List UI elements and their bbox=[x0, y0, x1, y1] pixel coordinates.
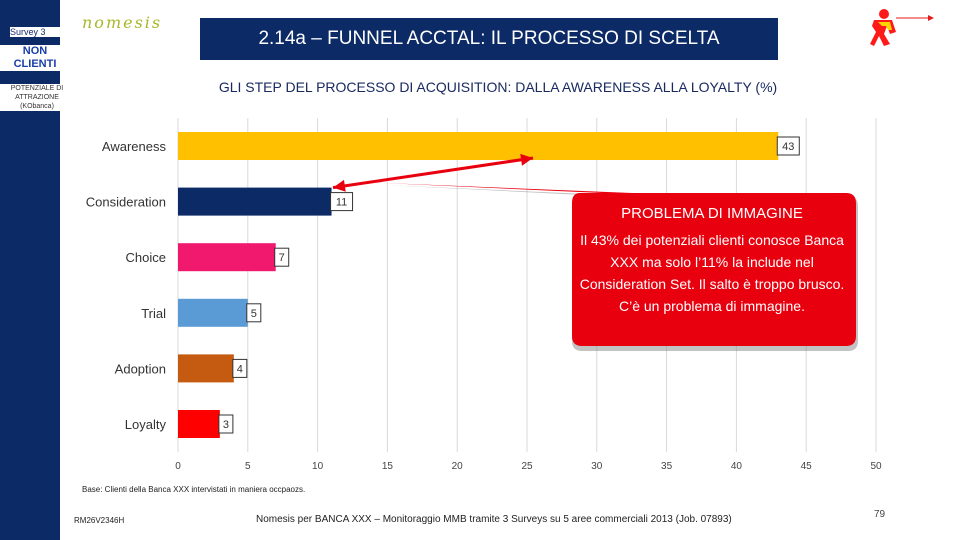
value-label-box bbox=[218, 414, 234, 434]
value-label: 11 bbox=[336, 197, 347, 209]
x-tick-label: 25 bbox=[521, 461, 533, 472]
footer-note: Nomesis per BANCA XXX – Monitoraggio MMB… bbox=[256, 514, 732, 525]
x-tick-label: 0 bbox=[175, 461, 181, 472]
bar-adoption bbox=[178, 354, 234, 383]
value-label-box bbox=[330, 192, 354, 212]
arrow-head bbox=[520, 153, 533, 166]
page-number: 79 bbox=[874, 509, 886, 520]
category-label: Awareness bbox=[102, 139, 167, 154]
value-label: 4 bbox=[237, 363, 243, 375]
survey-label: Survey 3 bbox=[10, 27, 60, 37]
value-label: 5 bbox=[251, 308, 257, 320]
value-label-box bbox=[232, 358, 248, 378]
category-label: Loyalty bbox=[125, 417, 167, 432]
source-note: Base: Clienti della Banca XXX intervista… bbox=[82, 485, 306, 494]
x-tick-label: 10 bbox=[312, 461, 324, 472]
x-tick-label: 30 bbox=[591, 461, 603, 472]
bar-awareness bbox=[178, 132, 779, 160]
category-label: Adoption bbox=[115, 361, 166, 376]
category-label: Choice bbox=[126, 250, 166, 265]
callout-text: Il 43% dei potenziali clienti conosce Ba… bbox=[579, 232, 845, 314]
value-label: 43 bbox=[782, 141, 794, 153]
segment-label: NON CLIENTI bbox=[0, 45, 70, 71]
value-label: 7 bbox=[279, 252, 285, 264]
x-tick-label: 20 bbox=[452, 461, 464, 472]
arrow-head bbox=[333, 179, 346, 192]
document-code: RM26V2346H bbox=[74, 516, 125, 525]
callout-box bbox=[374, 182, 856, 346]
bar-trial bbox=[178, 298, 248, 327]
x-tick-label: 40 bbox=[731, 461, 743, 472]
segment-sub-label: POTENZIALE DI ATTRAZIONE (KObanca) bbox=[0, 84, 74, 111]
bar-loyalty bbox=[178, 410, 220, 438]
callout-title: PROBLEMA DI IMMAGINE bbox=[621, 205, 803, 222]
chart-subtitle: GLI STEP DEL PROCESSO DI ACQUISITION: DA… bbox=[218, 79, 778, 95]
x-tick-label: 5 bbox=[245, 461, 251, 472]
x-tick-label: 50 bbox=[870, 461, 882, 472]
value-label: 3 bbox=[223, 419, 229, 431]
x-tick-label: 45 bbox=[801, 461, 813, 472]
x-tick-label: 15 bbox=[382, 461, 394, 472]
slide-title-text: 2.14a – FUNNEL ACCTAL: IL PROCESSO DI SC… bbox=[258, 28, 720, 49]
value-label-box bbox=[776, 136, 800, 156]
nomesis-logo: nomesis bbox=[82, 13, 163, 32]
value-label-box bbox=[246, 303, 262, 323]
value-label-box bbox=[274, 247, 290, 267]
slide-title: 2.14a – FUNNEL ACCTAL: IL PROCESSO DI SC… bbox=[200, 18, 778, 60]
category-label: Consideration bbox=[86, 195, 166, 210]
bar-consideration bbox=[178, 187, 332, 216]
category-label: Trial bbox=[141, 306, 166, 321]
x-tick-label: 35 bbox=[661, 461, 673, 472]
mascot-logo-icon bbox=[870, 9, 934, 46]
bar-choice bbox=[178, 243, 276, 272]
red-arrow bbox=[332, 156, 534, 190]
